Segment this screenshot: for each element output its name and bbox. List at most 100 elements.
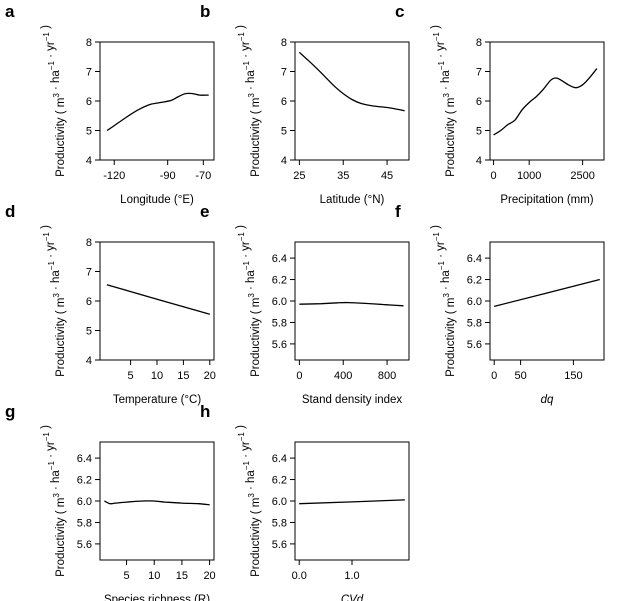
y-axis-exponent: −1 — [47, 461, 56, 471]
plot-frame-f — [489, 241, 605, 361]
x-axis-title-a: Longitude (°E) — [120, 194, 194, 206]
y-tick-label-h: 6.4 — [272, 453, 287, 465]
y-axis-text: · yr — [435, 241, 447, 261]
x-tick-label-e: 400 — [334, 370, 352, 382]
x-tick-label-h: 1.0 — [344, 570, 359, 582]
y-axis-text: ) — [430, 225, 442, 232]
y-axis-text: Productivity ( m — [250, 498, 262, 577]
y-axis-text: Productivity ( m — [55, 98, 67, 177]
panel-letter-f: f — [395, 202, 401, 221]
y-tick-label-d: 8 — [86, 237, 92, 249]
y-axis-text: · yr — [435, 41, 447, 61]
x-tick-label-g: 5 — [124, 570, 130, 582]
y-axis-exponent: 3 — [442, 293, 451, 298]
series-line-f — [494, 278, 600, 308]
x-tick-label-f: 150 — [564, 370, 582, 382]
x-axis-title-d: Temperature (°C) — [113, 394, 201, 406]
y-tick-label-b: 8 — [281, 37, 287, 49]
y-axis-exponent: −1 — [42, 32, 51, 42]
y-axis-exponent: −1 — [237, 232, 246, 242]
panel-h: h 5.6 5.8 6.0 6.2 6.4 0.0 1.0 CVd Productivity ( … — [200, 402, 410, 601]
y-tick-label-a: 7 — [86, 67, 92, 79]
series-line-d — [106, 284, 210, 315]
y-axis-text: Productivity ( m — [55, 498, 67, 577]
x-tick-label-b: 25 — [293, 170, 305, 182]
series-line-g — [104, 500, 210, 506]
y-axis-exponent: −1 — [42, 232, 51, 242]
y-axis-title-h: Productivity ( m3 · ha−1 · yr−1 ) — [235, 425, 262, 577]
y-axis-text: · yr — [45, 41, 57, 61]
y-tick-label-h: 6.2 — [272, 475, 287, 487]
y-axis-text: ) — [40, 25, 52, 32]
y-axis-text: Productivity ( m — [250, 98, 262, 177]
x-tick-label-e: 800 — [378, 370, 396, 382]
panel-e: e 5.6 5.8 6.0 6.2 6.4 0 400 800 Stand density ind… — [200, 202, 410, 406]
y-axis-text: · yr — [45, 441, 57, 461]
x-tick-label-d: 15 — [177, 370, 189, 382]
y-axis-text: · ha — [245, 70, 257, 94]
y-axis-title-a: Productivity ( m3 · ha−1 · yr−1 ) — [40, 25, 67, 177]
x-tick-label-f: 50 — [514, 370, 526, 382]
y-axis-exponent: 3 — [52, 493, 61, 498]
y-tick-label-f: 6.0 — [467, 296, 482, 308]
x-axis-title-c: Precipitation (mm) — [500, 194, 593, 206]
y-tick-label-h: 5.8 — [272, 517, 287, 529]
y-axis-text: · yr — [240, 241, 252, 261]
y-tick-label-a: 5 — [86, 126, 92, 138]
x-tick-label-h: 0.0 — [292, 570, 307, 582]
y-axis-text: · ha — [440, 70, 452, 94]
y-axis-text: ) — [235, 225, 247, 232]
y-axis-exponent: 3 — [52, 93, 61, 98]
y-axis-text: · ha — [50, 270, 62, 294]
panel-letter-d: d — [5, 202, 15, 221]
y-axis-title-d: Productivity ( m3 · ha−1 · yr−1 ) — [40, 225, 67, 377]
y-tick-label-h: 6.0 — [272, 496, 287, 508]
y-tick-label-f: 5.8 — [467, 317, 482, 329]
y-tick-label-a: 6 — [86, 96, 92, 108]
x-tick-label-a: -90 — [160, 170, 176, 182]
y-tick-label-b: 6 — [281, 96, 287, 108]
y-axis-text: Productivity ( m — [250, 298, 262, 377]
y-axis-text: ) — [430, 25, 442, 32]
x-tick-label-c: 1000 — [517, 170, 541, 182]
y-axis-exponent: 3 — [247, 493, 256, 498]
y-tick-label-b: 4 — [281, 155, 287, 167]
y-axis-exponent: 3 — [247, 293, 256, 298]
x-axis-title-f: dq — [541, 394, 554, 406]
y-axis-exponent: −1 — [242, 261, 251, 271]
y-tick-label-g: 6.0 — [77, 496, 92, 508]
y-axis-exponent: −1 — [437, 61, 446, 71]
x-tick-label-c: 0 — [491, 170, 497, 182]
panel-f: f 5.6 5.8 6.0 6.2 6.4 0 50 150 dq Productivity ( m… — [395, 202, 605, 406]
plot-frame-e — [294, 241, 410, 361]
y-axis-text: · ha — [245, 470, 257, 494]
x-tick-label-b: 45 — [381, 170, 393, 182]
x-axis-title-e: Stand density index — [302, 394, 403, 406]
y-axis-text: · ha — [440, 270, 452, 294]
y-tick-label-e: 5.8 — [272, 317, 287, 329]
x-tick-label-g: 20 — [203, 570, 215, 582]
y-tick-label-g: 6.4 — [77, 453, 92, 465]
y-axis-exponent: −1 — [242, 461, 251, 471]
x-tick-label-c: 2500 — [570, 170, 594, 182]
y-axis-title-e: Productivity ( m3 · ha−1 · yr−1 ) — [235, 225, 262, 377]
y-tick-label-a: 4 — [86, 155, 92, 167]
x-tick-label-a: -70 — [195, 170, 211, 182]
y-tick-label-f: 5.6 — [467, 339, 482, 351]
x-tick-label-g: 10 — [148, 570, 160, 582]
y-axis-exponent: −1 — [242, 61, 251, 71]
plot-frame-b — [294, 41, 410, 161]
y-axis-text: · yr — [45, 241, 57, 261]
x-axis-title-g: Species richness (R) — [104, 594, 210, 601]
plot-frame-c — [489, 41, 605, 161]
y-tick-label-f: 6.4 — [467, 253, 482, 265]
panel-c: c 4 5 6 7 8 0 1000 2500 Precipitation (mm) Product… — [395, 2, 605, 206]
y-axis-title-g: Productivity ( m3 · ha−1 · yr−1 ) — [40, 425, 67, 577]
y-axis-text: · yr — [240, 441, 252, 461]
y-axis-text: ) — [235, 425, 247, 432]
y-axis-exponent: −1 — [237, 32, 246, 42]
